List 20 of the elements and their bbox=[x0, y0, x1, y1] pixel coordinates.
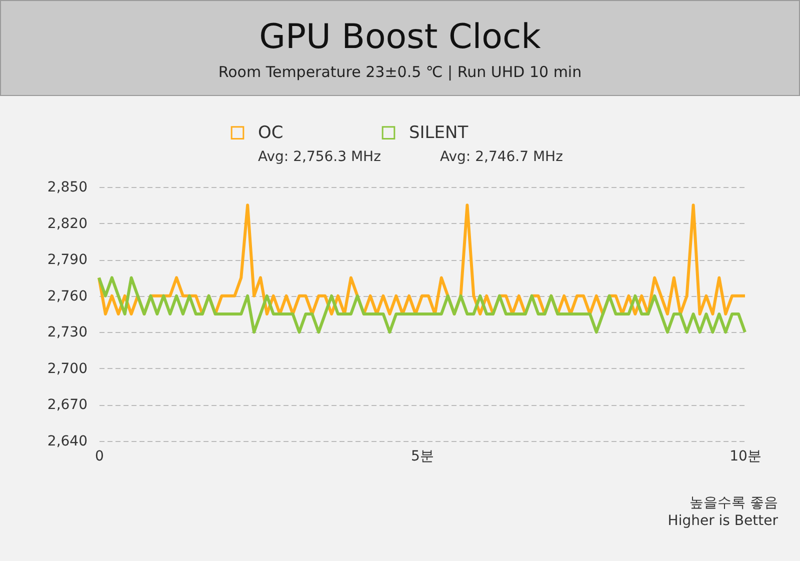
x-tick-label: 10분 bbox=[730, 448, 762, 464]
y-tick-label: 2,790 bbox=[47, 252, 88, 268]
legend-label: SILENT bbox=[409, 122, 469, 143]
y-tick-label: 2,730 bbox=[47, 324, 88, 341]
y-tick-label: 2,820 bbox=[47, 216, 88, 232]
x-tick-label: 5분 bbox=[411, 448, 434, 464]
text: Avg: 2,746.7 MHz bbox=[440, 149, 563, 165]
legend-label: OC bbox=[258, 122, 284, 143]
y-tick-label: 2,760 bbox=[47, 288, 88, 304]
y-tick-label: 2,640 bbox=[47, 434, 88, 450]
text: Higher is Better bbox=[668, 513, 778, 529]
text: Avg: 2,756.3 MHz bbox=[258, 149, 381, 165]
chart-subtitle: Room Temperature 23±0.5 ℃ | Run UHD 10 min bbox=[217, 63, 583, 81]
y-tick-label: 2,670 bbox=[47, 397, 88, 414]
chart-title: GPU Boost Clock bbox=[258, 17, 542, 57]
y-tick-label: 2,850 bbox=[47, 180, 88, 196]
line-series bbox=[98, 276, 746, 334]
x-tick-label: 0 bbox=[95, 448, 104, 464]
y-tick-label: 2,700 bbox=[47, 360, 88, 377]
text: 높을수록 좋음 bbox=[690, 494, 778, 512]
